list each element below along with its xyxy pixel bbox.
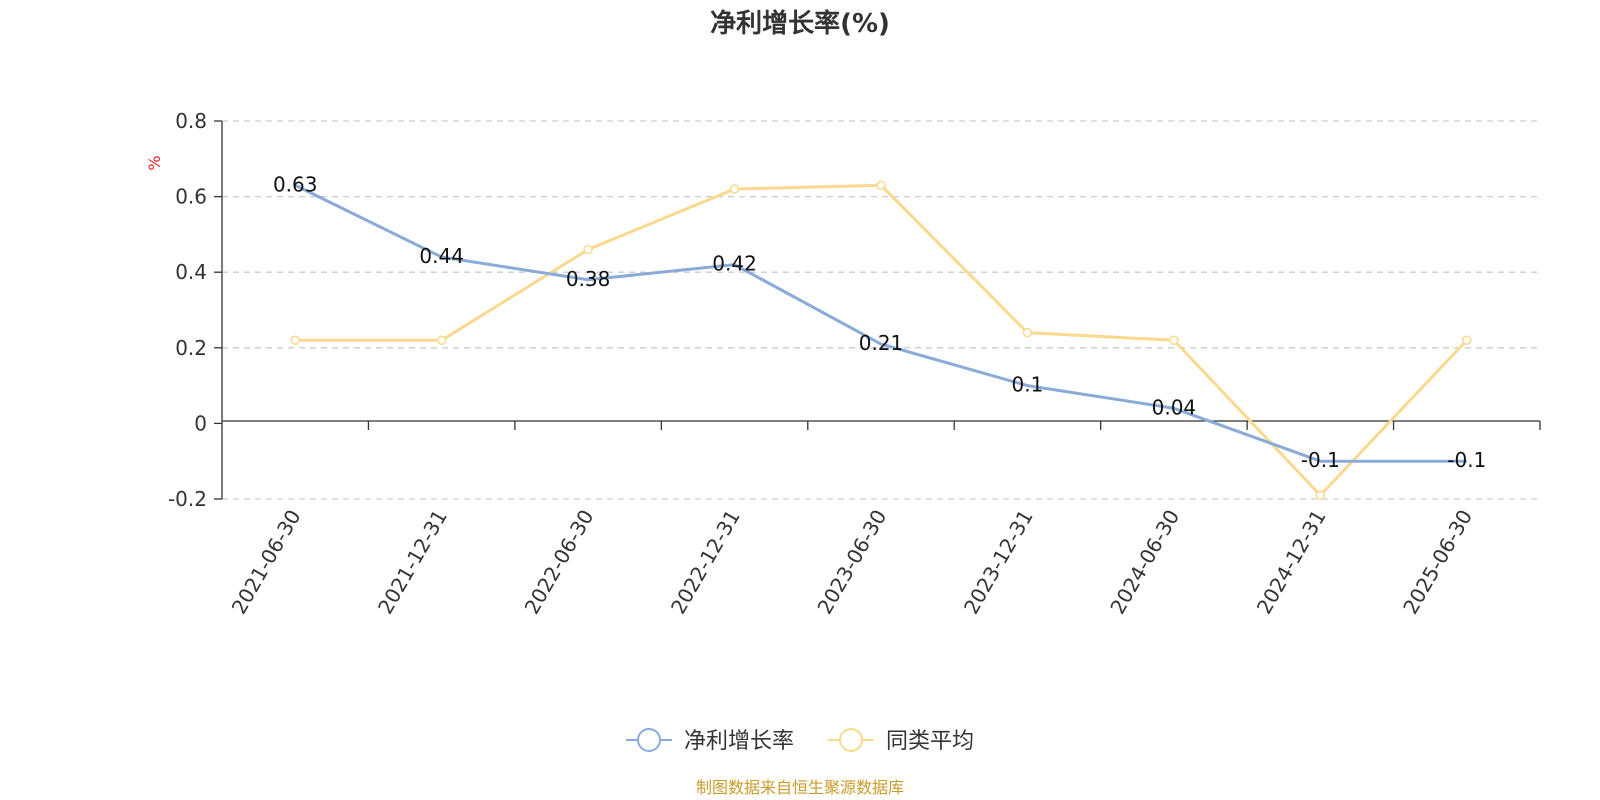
data-label-series-1: 0.42 (712, 252, 757, 276)
x-tick-label: 2022-12-31 (666, 506, 745, 619)
data-label-series-1: 0.44 (419, 244, 464, 268)
data-label-series-1: 0.21 (859, 331, 904, 355)
y-tick-label: 0 (194, 411, 207, 435)
data-label-series-1: 0.63 (273, 172, 318, 196)
data-label-series-1: 0.38 (566, 267, 611, 291)
y-axis-unit-label: % (145, 155, 164, 170)
legend-item-series-2[interactable]: 同类平均 (828, 728, 974, 754)
x-tick-label: 2023-06-30 (812, 506, 891, 619)
y-tick-label: -0.2 (168, 487, 207, 511)
series-2-point (1169, 335, 1179, 345)
data-label-series-1: 0.1 (1012, 373, 1044, 397)
legend: 净利增长率 同类平均 (626, 728, 974, 754)
x-tick-label: 2022-06-30 (520, 506, 599, 619)
y-tick-label: 0.6 (175, 185, 207, 209)
series-2-point (436, 335, 447, 345)
grid-lines (222, 120, 1540, 500)
x-tick-label: 2021-12-31 (373, 505, 452, 618)
data-source-note: 制图数据来自恒生聚源数据库 (696, 778, 904, 797)
x-tick-label: 2023-12-31 (959, 506, 1038, 619)
x-tick-label: 2024-12-31 (1252, 506, 1331, 619)
series-lines (290, 180, 1472, 500)
series-2-point (1022, 327, 1033, 338)
series-2-point (1462, 335, 1472, 345)
series-2-point (729, 184, 740, 194)
series-2-point (876, 180, 886, 191)
x-tick-label: 2021-06-30 (227, 506, 306, 619)
x-tick-label: 2025-06-30 (1398, 506, 1477, 619)
legend-label-series-1: 净利增长率 (684, 729, 794, 754)
series-2-point (1315, 490, 1326, 500)
chart-title: 净利增长率(%) (710, 8, 890, 39)
data-label-series-1: -0.1 (1447, 448, 1486, 472)
legend-marker-series-1 (637, 728, 661, 752)
data-labels: 0.63 0.44 0.38 0.42 0.21 0.1 0.04 -0.1 -0.1 (273, 172, 1486, 472)
x-tick-label: 2024-06-30 (1105, 506, 1184, 619)
y-tick-label: 0.2 (175, 336, 207, 360)
series-2-point (290, 335, 300, 345)
legend-marker-series-2 (839, 728, 863, 752)
data-label-series-1: -0.1 (1301, 448, 1340, 472)
series-2-point (583, 244, 593, 255)
legend-item-series-1[interactable]: 净利增长率 (626, 728, 794, 754)
y-tick-label: 0.8 (175, 109, 207, 133)
legend-label-series-2: 同类平均 (886, 729, 974, 754)
series-line-1 (294, 183, 1467, 463)
data-label-series-1: 0.04 (1152, 395, 1197, 419)
y-tick-label: 0.4 (175, 260, 207, 284)
